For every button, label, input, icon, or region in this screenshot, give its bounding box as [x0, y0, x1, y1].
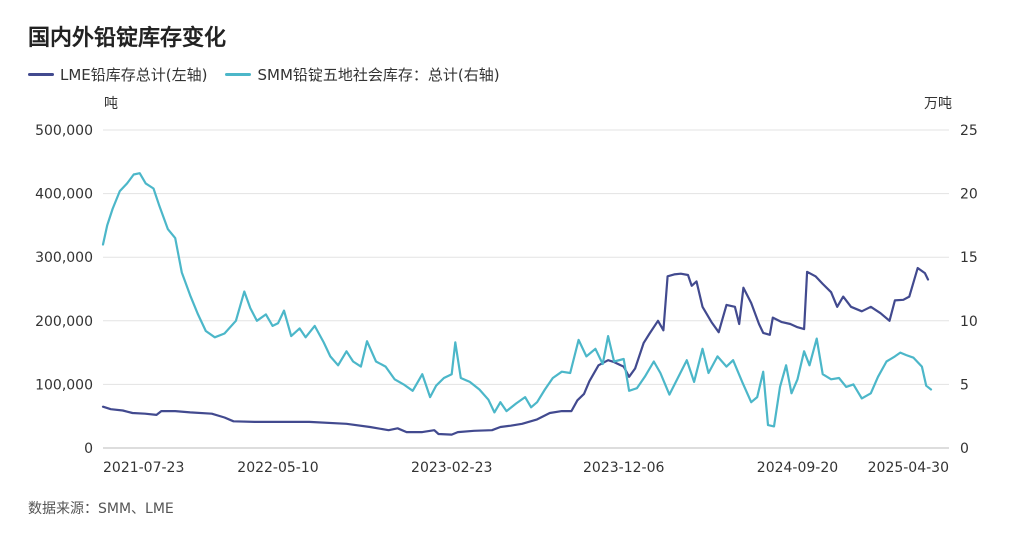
- x-tick-label: 2021-07-23: [103, 460, 184, 476]
- y-right-tick-label: 20: [960, 187, 978, 203]
- legend-label-smm: SMM铅锭五地社会库存：总计(右轴): [257, 66, 500, 84]
- y-left-tick-label: 300,000: [35, 250, 93, 266]
- y-left-tick-label: 400,000: [35, 187, 93, 203]
- x-tick-label: 2023-02-23: [411, 460, 492, 476]
- y-right-tick-label: 0: [960, 441, 969, 457]
- data-source-note: 数据来源：SMM、LME: [28, 501, 174, 517]
- legend: LME铅库存总计(左轴) SMM铅锭五地社会库存：总计(右轴): [28, 64, 518, 85]
- legend-swatch-smm: [225, 73, 252, 76]
- x-tick-label: 2023-12-06: [583, 460, 664, 476]
- right-axis-unit: 万吨: [924, 96, 952, 112]
- y-right-tick-label: 10: [960, 314, 978, 330]
- x-tick-label: 2024-09-20: [757, 460, 838, 476]
- y-left-tick-label: 100,000: [35, 377, 93, 393]
- legend-item-smm[interactable]: SMM铅锭五地社会库存：总计(右轴): [225, 64, 500, 85]
- y-left-tick-label: 500,000: [35, 123, 93, 139]
- legend-swatch-lme: [28, 73, 54, 76]
- chart-title: 国内外铅锭库存变化: [28, 26, 227, 51]
- x-tick-label: 2022-05-10: [237, 460, 318, 476]
- left-axis-unit: 吨: [104, 96, 118, 112]
- x-tick-label: 2025-04-30: [868, 460, 949, 476]
- grid: [103, 129, 949, 449]
- y-left-tick-label: 200,000: [35, 314, 93, 330]
- y-right-tick-label: 15: [960, 250, 978, 266]
- legend-label-lme: LME铅库存总计(左轴): [60, 66, 208, 84]
- y-left-tick-label: 0: [84, 441, 93, 457]
- series-line-lme[interactable]: [101, 266, 930, 436]
- series-line-smm[interactable]: [101, 172, 933, 428]
- axes: 0 0 100,000 5 200,000 10 300,000 15 400,000 20 500…: [35, 123, 978, 476]
- legend-item-lme[interactable]: LME铅库存总计(左轴): [28, 64, 207, 85]
- y-right-tick-label: 5: [960, 377, 969, 393]
- series-lines: [101, 172, 933, 436]
- y-right-tick-label: 25: [960, 123, 978, 139]
